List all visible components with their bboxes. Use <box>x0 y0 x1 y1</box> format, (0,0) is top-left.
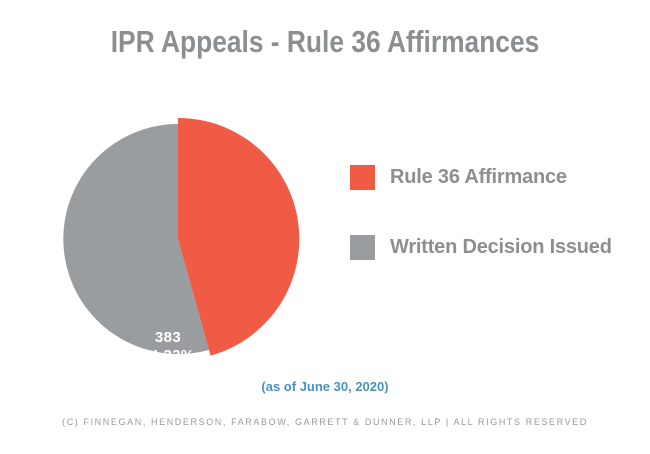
slice-label-rule36: 322 45.67% <box>221 329 331 365</box>
legend-item-written-decision: Written Decision Issued <box>350 235 612 260</box>
pie-slice-written-decision <box>63 124 209 354</box>
slice-value-rule36: 322 <box>262 329 290 346</box>
pie-chart: 383 54.33% 322 45.67% <box>48 109 308 369</box>
as-of-date-note: (as of June 30, 2020) <box>261 379 389 394</box>
pie-slice-rule36 <box>178 117 300 356</box>
legend-swatch-rule36 <box>350 165 375 190</box>
slice-percent-rule36: 45.67% <box>249 347 303 364</box>
pie-chart-svg <box>63 117 300 356</box>
slice-percent-written-decision: 54.33% <box>141 347 195 364</box>
slice-label-written-decision: 383 54.33% <box>113 329 223 365</box>
legend-item-rule36: Rule 36 Affirmance <box>350 165 567 190</box>
slice-value-written-decision: 383 <box>154 329 182 346</box>
copyright-notice: (C) FINNEGAN, HENDERSON, FARABOW, GARRET… <box>62 417 588 427</box>
legend-swatch-written-decision <box>350 235 375 260</box>
legend-label-rule36: Rule 36 Affirmance <box>390 166 567 188</box>
page-title: IPR Appeals - Rule 36 Affirmances <box>110 24 540 59</box>
legend-label-written-decision: Written Decision Issued <box>390 236 612 258</box>
